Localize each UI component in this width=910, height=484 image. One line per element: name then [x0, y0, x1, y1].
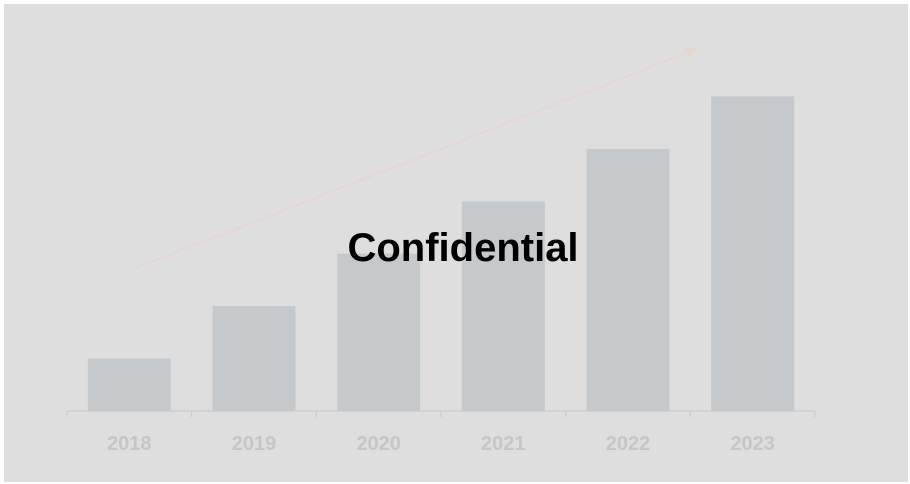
trend-arrow-head [684, 48, 699, 58]
x-tick-label: 2021 [481, 433, 526, 455]
ticks-layer [66, 411, 816, 417]
bar-2020 [337, 253, 421, 411]
bar-2021 [461, 201, 545, 411]
trend-arrow-line [135, 52, 687, 269]
x-tick-label: 2019 [232, 433, 277, 455]
trend-arrow [135, 48, 699, 269]
x-tick-label: 2018 [107, 433, 152, 455]
tick-labels-layer: 2018 2019 2020 2021 2022 2023 [107, 433, 775, 455]
bars-layer [87, 96, 795, 412]
bar-2023 [711, 96, 795, 412]
bar-2019 [212, 306, 296, 411]
watermark-text: Confidential [347, 226, 578, 270]
x-tick-label: 2020 [356, 433, 401, 455]
bar-2022 [586, 148, 670, 411]
x-tick-label: 2022 [606, 433, 651, 455]
x-tick-label: 2023 [730, 433, 775, 455]
bar-2018 [87, 358, 171, 411]
